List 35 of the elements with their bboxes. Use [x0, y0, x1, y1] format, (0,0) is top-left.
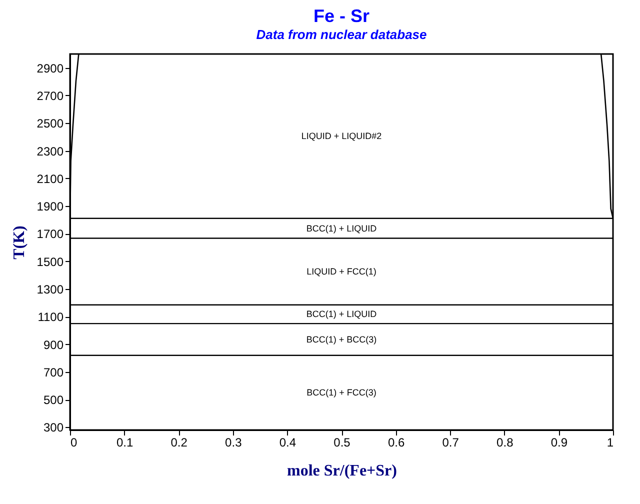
annotation: BCC(1) + LIQUID — [306, 223, 378, 234]
y-tick-label: 2900 — [36, 61, 64, 76]
x-tick-label: 0 — [70, 436, 78, 450]
x-tick-label: 0.2 — [170, 436, 188, 450]
annotation: BCC(1) + FCC(3) — [306, 388, 376, 398]
y-tick-label: 2700 — [36, 88, 64, 103]
y-tick-label: 300 — [43, 420, 64, 435]
y-axis-title: T(K) — [10, 226, 28, 260]
annotation: LIQUID + LIQUID#2 — [301, 131, 382, 142]
annotation: BCC(1) + BCC(3) — [306, 334, 377, 344]
x-tick-label: 1 — [606, 436, 614, 450]
annotation: BCC(1) + LIQUID — [306, 309, 378, 320]
x-axis-title: mole Sr/(Fe+Sr) — [287, 462, 397, 480]
y-tick-label: 700 — [43, 365, 64, 380]
x-tick-label: 0.8 — [496, 436, 514, 450]
chart-title: Fe - Sr — [313, 6, 370, 26]
x-tick-label: 0.1 — [116, 436, 134, 450]
y-tick-label: 1900 — [36, 200, 64, 214]
y-tick-label: 2100 — [36, 172, 64, 186]
x-tick-label: 0.4 — [279, 436, 296, 450]
y-tick-label: 500 — [43, 393, 64, 408]
y-tick-label: 1500 — [36, 254, 64, 269]
y-tick-label: 1300 — [36, 282, 64, 296]
x-tick-label: 0.7 — [442, 436, 460, 450]
y-tick-label: 1100 — [38, 310, 64, 324]
y-tick-label: 2300 — [36, 144, 64, 158]
y-tick-label: 1700 — [36, 227, 64, 242]
x-tick-label: 0.6 — [388, 436, 405, 450]
chart-subtitle: Data from nuclear database — [256, 27, 427, 42]
x-tick-label: 0.3 — [225, 436, 242, 450]
x-tick-label: 0.5 — [334, 436, 351, 450]
x-tick-label: 0.9 — [550, 436, 568, 450]
y-tick-label: 900 — [43, 338, 64, 352]
y-tick-label: 2500 — [36, 116, 64, 131]
annotation: LIQUID + FCC(1) — [306, 266, 376, 277]
